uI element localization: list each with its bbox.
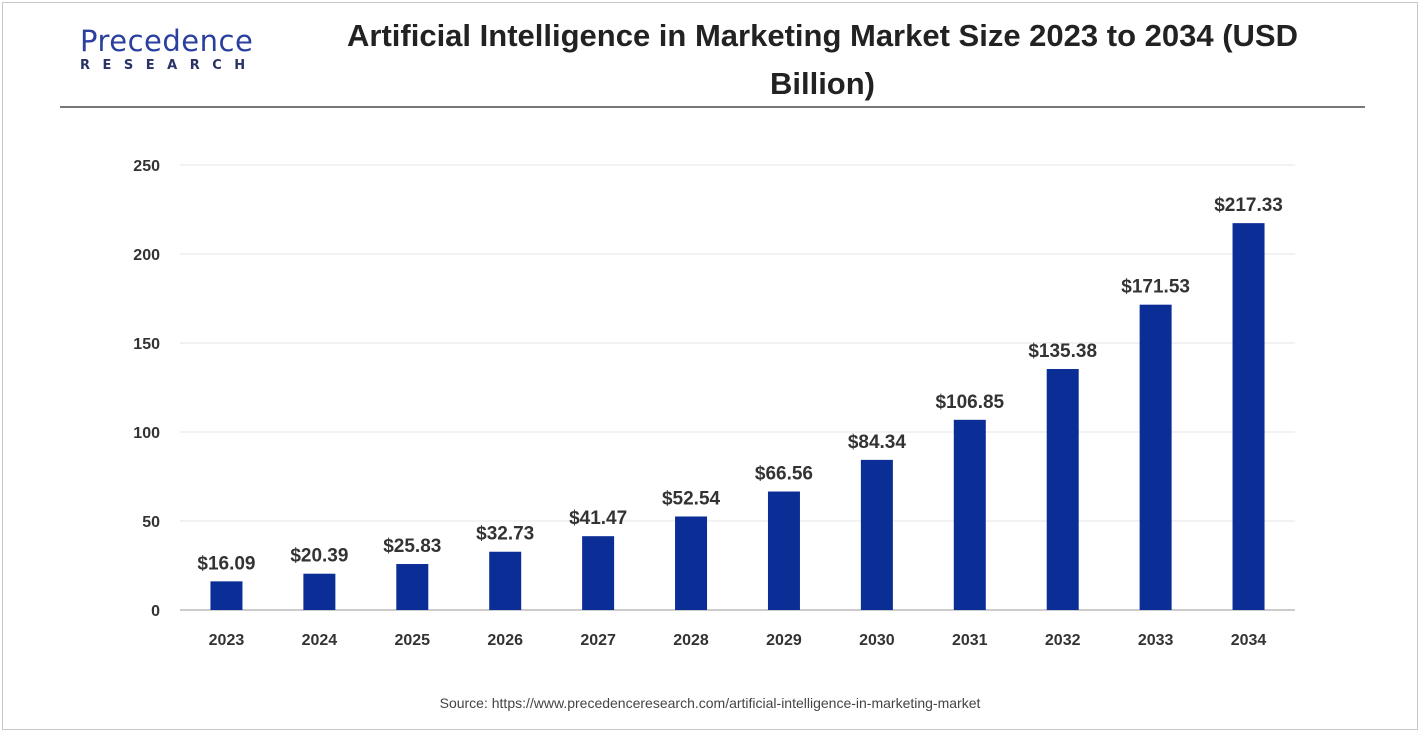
bar <box>675 516 708 610</box>
bar <box>953 419 986 610</box>
x-tick-label: 2023 <box>209 632 245 649</box>
chart-title: Artificial Intelligence in Marketing Mar… <box>347 18 1298 101</box>
bar <box>1232 223 1265 611</box>
data-label: $66.56 <box>755 464 813 485</box>
x-tick-label: 2032 <box>1045 632 1081 649</box>
bar <box>860 459 893 610</box>
bar <box>303 573 336 610</box>
x-tick-label: 2029 <box>766 632 802 649</box>
x-tick-label: 2027 <box>580 632 616 649</box>
bar <box>1046 369 1079 610</box>
bar <box>767 491 800 610</box>
logo-name: Precedence <box>80 24 254 58</box>
y-tick-label: 250 <box>133 158 160 175</box>
x-tick-label: 2024 <box>302 632 338 649</box>
bar <box>582 536 615 610</box>
x-tick-label: 2033 <box>1138 632 1174 649</box>
bar <box>210 581 243 610</box>
logo: Precedence RESEARCH <box>80 26 258 73</box>
x-tick-label: 2031 <box>952 632 988 649</box>
data-label: $171.53 <box>1121 277 1190 298</box>
y-tick-label: 0 <box>151 603 160 620</box>
data-label: $106.85 <box>935 392 1004 413</box>
x-tick-label: 2028 <box>673 632 709 649</box>
data-label: $20.39 <box>290 546 348 567</box>
bar <box>1139 304 1172 610</box>
source-note: Source: https://www.precedenceresearch.c… <box>439 695 981 711</box>
data-label: $52.54 <box>662 488 721 509</box>
data-label: $217.33 <box>1214 195 1283 216</box>
bar <box>489 551 522 610</box>
data-label: $135.38 <box>1028 341 1097 362</box>
x-tick-label: 2026 <box>487 632 523 649</box>
x-tick-label: 2034 <box>1231 632 1267 649</box>
data-label: $32.73 <box>476 524 534 545</box>
logo-sub: RESEARCH <box>80 58 258 73</box>
data-label: $16.09 <box>197 553 255 574</box>
bar <box>396 564 429 610</box>
title-divider <box>60 106 1365 108</box>
data-label: $25.83 <box>383 536 441 557</box>
y-tick-label: 50 <box>142 514 160 531</box>
x-tick-label: 2030 <box>859 632 895 649</box>
y-tick-label: 150 <box>133 336 160 353</box>
x-tick-label: 2025 <box>394 632 430 649</box>
y-tick-label: 100 <box>133 425 160 442</box>
data-label: $41.47 <box>569 508 627 529</box>
data-label: $84.34 <box>848 432 907 453</box>
y-tick-label: 200 <box>133 247 160 264</box>
